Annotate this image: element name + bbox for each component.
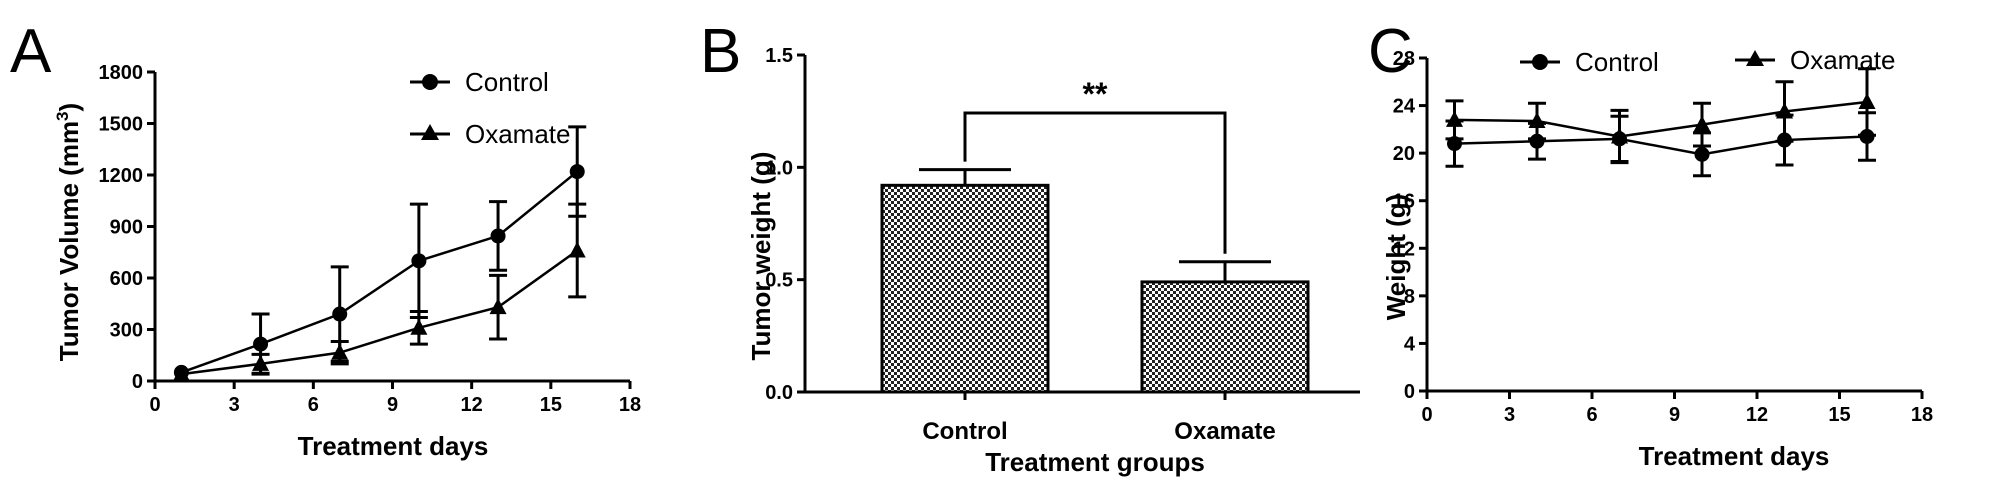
panel-b-letter: B <box>700 17 741 86</box>
legend-control-marker <box>422 74 438 90</box>
y-tick-label: 0.5 <box>765 270 793 292</box>
panel-c-legend: Control Oxamate <box>1520 45 1896 77</box>
data-point-oxamate <box>1693 115 1711 132</box>
y-tick-label: 1.5 <box>765 45 793 67</box>
data-point-control <box>569 164 585 180</box>
bar-control <box>880 183 1050 394</box>
x-tick-label: 0 <box>1421 404 1432 426</box>
data-point-oxamate <box>252 354 270 371</box>
panel-c-legend-oxamate: Oxamate <box>1790 45 1896 75</box>
panel-c-ylabel: Weight (g) <box>1381 194 1411 321</box>
x-tick-label: 12 <box>1746 404 1768 426</box>
x-tick-label: 6 <box>308 394 319 416</box>
series-line-control <box>180 170 579 374</box>
x-tick-label: 3 <box>1504 404 1515 426</box>
series-line-oxamate <box>1454 100 1868 138</box>
data-point-control <box>253 336 269 352</box>
data-point-oxamate <box>1528 112 1546 129</box>
panel-a-legend-control: Control <box>465 67 549 97</box>
x-tick-label: 15 <box>1828 404 1850 426</box>
y-tick-label: 1800 <box>99 62 144 84</box>
data-point-oxamate <box>410 318 428 335</box>
data-point-control <box>411 253 427 269</box>
data-point-oxamate <box>1611 127 1628 144</box>
y-tick-label: 1.0 <box>765 157 793 179</box>
x-tick-label: 9 <box>1669 404 1680 426</box>
x-tick-label: 15 <box>540 394 562 416</box>
panel-b: B 0.0 0.5 1.0 1.5 Control Oxamate Treatment… <box>700 17 1360 477</box>
panel-a-plot <box>172 125 587 382</box>
y-tick-label: 0.0 <box>765 382 793 404</box>
y-tick-label: 28 <box>1393 48 1415 70</box>
data-point-control <box>490 228 506 244</box>
y-tick-label: 24 <box>1393 96 1416 118</box>
panel-c-axes: 0 3 6 9 12 15 18 0 4 8 12 16 20 24 28 <box>1393 48 1933 426</box>
panel-b-plot <box>880 111 1310 394</box>
panel-b-significance: ** <box>1083 76 1108 112</box>
panel-b-category-oxamate: Oxamate <box>1174 418 1275 445</box>
panel-c: C 0 3 6 9 12 15 18 0 4 8 12 16 20 24 28 Treatment days… <box>1368 17 1933 471</box>
panel-a-axes: 0 3 6 9 12 15 18 0 300 600 900 1200 1500 1800 <box>99 62 642 416</box>
series-line-oxamate <box>181 249 578 376</box>
panel-a-xlabel: Treatment days <box>298 431 489 461</box>
panel-c-plot <box>1445 67 1876 178</box>
series-line-control <box>1454 135 1868 156</box>
y-tick-label: 900 <box>110 217 143 239</box>
data-point-oxamate <box>568 241 586 258</box>
bar-oxamate <box>1140 280 1310 394</box>
panel-c-letter: C <box>1368 17 1413 86</box>
x-tick-label: 3 <box>229 394 240 416</box>
data-point-oxamate <box>1446 110 1463 127</box>
panel-b-xlabel: Treatment groups <box>985 447 1205 477</box>
legend-control-marker <box>1532 54 1548 70</box>
panel-a-letter: A <box>10 17 52 86</box>
x-tick-label: 18 <box>619 394 641 416</box>
y-tick-label: 1500 <box>99 114 144 136</box>
panel-a-legend-oxamate: Oxamate <box>465 119 571 149</box>
panel-c-xlabel: Treatment days <box>1639 441 1830 471</box>
x-tick-label: 12 <box>461 394 483 416</box>
data-point-oxamate <box>489 298 507 315</box>
data-point-control <box>332 306 348 322</box>
y-tick-label: 8 <box>1404 286 1415 308</box>
y-tick-label: 12 <box>1393 238 1415 260</box>
data-point-oxamate <box>1776 102 1793 119</box>
data-point-oxamate <box>331 343 349 360</box>
x-tick-label: 0 <box>149 394 160 416</box>
legend-oxamate-marker <box>1746 50 1764 66</box>
y-tick-label: 0 <box>1404 381 1415 403</box>
data-point-control <box>1694 146 1710 162</box>
significance-bracket <box>963 111 1227 254</box>
data-point-oxamate <box>1858 93 1876 110</box>
y-tick-label: 20 <box>1393 143 1415 165</box>
legend-oxamate-marker <box>421 124 439 140</box>
y-tick-label: 16 <box>1393 191 1415 213</box>
panel-a: A 0 3 6 9 12 15 18 0 300 600 900 1200 1500 1800 Treat… <box>10 17 641 461</box>
y-tick-label: 0 <box>132 371 143 393</box>
x-tick-label: 18 <box>1911 404 1933 426</box>
y-tick-label: 600 <box>110 268 143 290</box>
y-tick-label: 1200 <box>99 165 144 187</box>
panel-b-ylabel: Tumor weight (g) <box>746 152 776 361</box>
data-point-oxamate <box>172 365 190 382</box>
x-tick-label: 6 <box>1586 404 1597 426</box>
panel-a-legend: Control Oxamate <box>410 67 571 149</box>
panel-b-category-control: Control <box>922 418 1007 445</box>
y-tick-label: 4 <box>1404 333 1416 355</box>
panel-a-ylabel: Tumor Volume (mm3) <box>53 103 84 361</box>
panel-c-legend-control: Control <box>1575 47 1659 77</box>
x-tick-label: 9 <box>387 394 398 416</box>
y-tick-label: 300 <box>110 320 143 342</box>
